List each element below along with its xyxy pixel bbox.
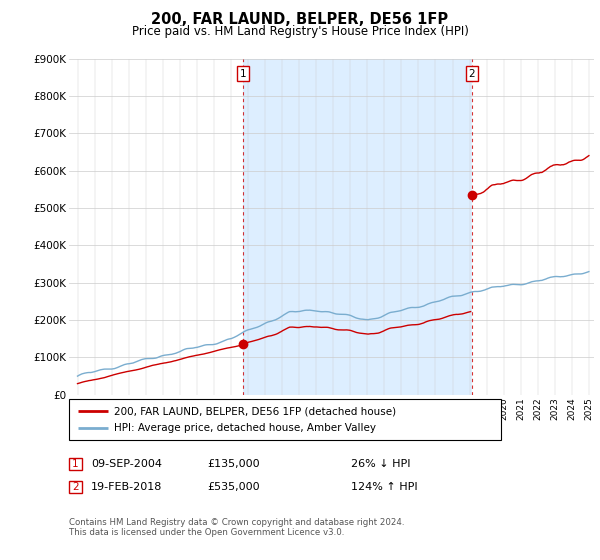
Text: 1: 1 — [72, 459, 79, 469]
Text: 2: 2 — [469, 69, 475, 79]
Text: £535,000: £535,000 — [207, 482, 260, 492]
Text: £135,000: £135,000 — [207, 459, 260, 469]
Text: 1: 1 — [239, 69, 246, 79]
Text: 124% ↑ HPI: 124% ↑ HPI — [351, 482, 418, 492]
Text: 2: 2 — [72, 482, 79, 492]
Text: 09-SEP-2004: 09-SEP-2004 — [91, 459, 162, 469]
Text: 200, FAR LAUND, BELPER, DE56 1FP: 200, FAR LAUND, BELPER, DE56 1FP — [151, 12, 449, 27]
Text: 200, FAR LAUND, BELPER, DE56 1FP (detached house): 200, FAR LAUND, BELPER, DE56 1FP (detach… — [114, 407, 396, 417]
Text: 19-FEB-2018: 19-FEB-2018 — [91, 482, 163, 492]
Text: HPI: Average price, detached house, Amber Valley: HPI: Average price, detached house, Ambe… — [114, 423, 376, 433]
Bar — [242, 59, 472, 395]
Text: Price paid vs. HM Land Registry's House Price Index (HPI): Price paid vs. HM Land Registry's House … — [131, 25, 469, 38]
Text: Contains HM Land Registry data © Crown copyright and database right 2024.
This d: Contains HM Land Registry data © Crown c… — [69, 518, 404, 538]
Text: 26% ↓ HPI: 26% ↓ HPI — [351, 459, 410, 469]
